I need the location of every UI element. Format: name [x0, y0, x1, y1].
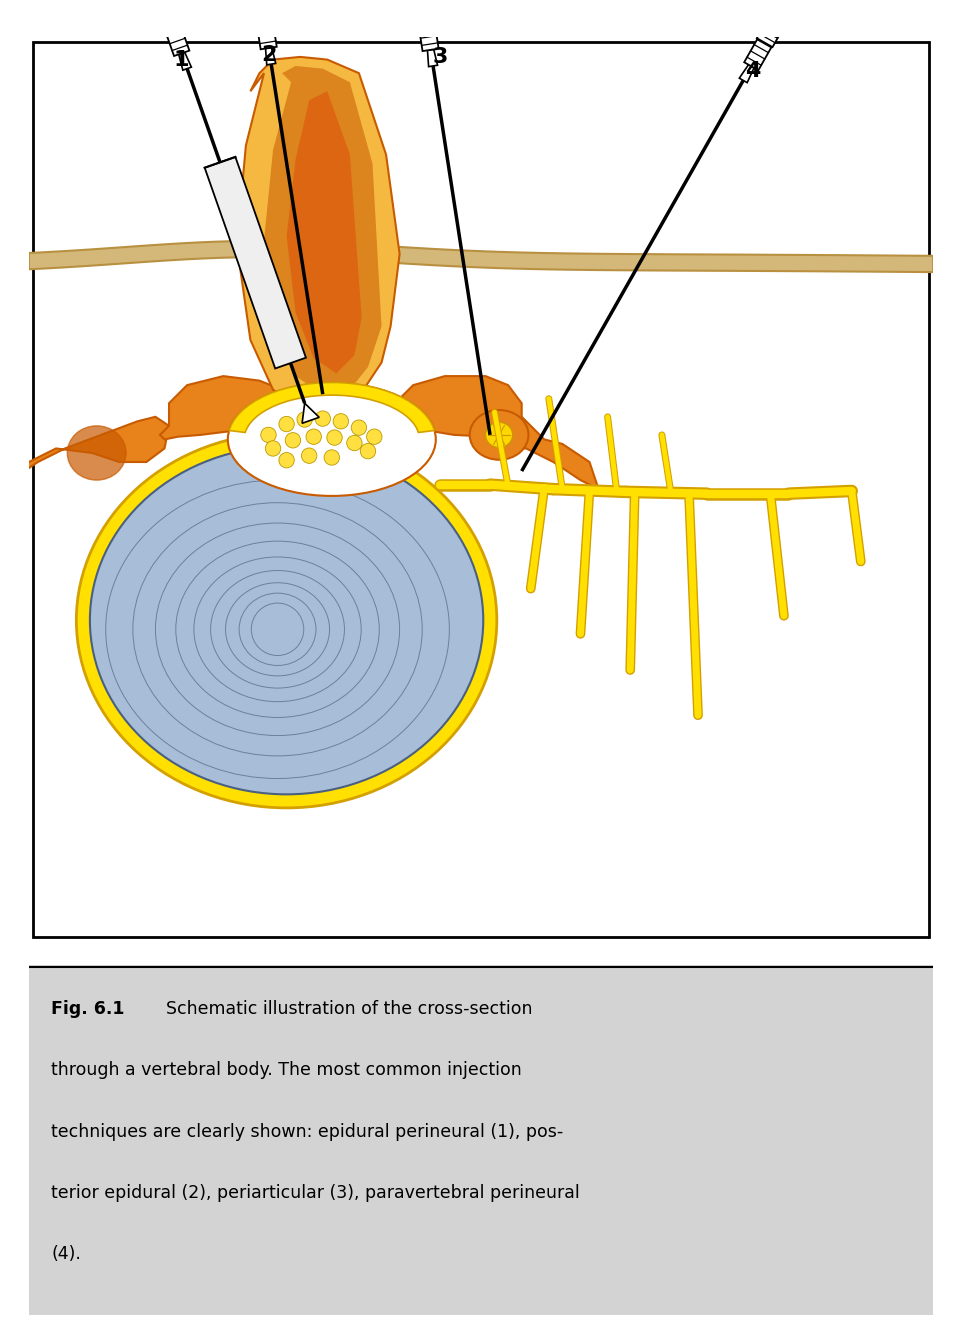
Circle shape — [279, 452, 294, 468]
Polygon shape — [756, 25, 778, 48]
Text: through a vertebral body. The most common injection: through a vertebral body. The most commo… — [52, 1062, 522, 1079]
Polygon shape — [256, 19, 277, 49]
Polygon shape — [427, 49, 437, 66]
Circle shape — [297, 412, 312, 427]
Circle shape — [333, 414, 348, 430]
Polygon shape — [164, 24, 189, 56]
Ellipse shape — [228, 383, 435, 496]
Circle shape — [279, 416, 294, 432]
Circle shape — [327, 430, 342, 446]
Text: 4: 4 — [744, 61, 759, 82]
Polygon shape — [253, 5, 273, 22]
Polygon shape — [11, 416, 169, 480]
Text: 2: 2 — [260, 45, 276, 65]
Ellipse shape — [485, 422, 512, 448]
Circle shape — [366, 430, 382, 444]
Circle shape — [301, 448, 316, 464]
Polygon shape — [265, 48, 276, 65]
Text: (4).: (4). — [52, 1245, 82, 1264]
Circle shape — [284, 432, 300, 448]
Polygon shape — [160, 11, 181, 30]
Polygon shape — [286, 91, 361, 373]
Polygon shape — [29, 241, 932, 272]
Circle shape — [360, 443, 375, 459]
Polygon shape — [418, 20, 438, 52]
Polygon shape — [160, 375, 286, 439]
Polygon shape — [302, 403, 319, 423]
Text: terior epidural (2), periarticular (3), paravertebral perineural: terior epidural (2), periarticular (3), … — [52, 1185, 579, 1202]
Circle shape — [315, 411, 330, 426]
Circle shape — [351, 420, 366, 435]
Text: Fig. 6.1: Fig. 6.1 — [52, 999, 125, 1018]
Circle shape — [265, 440, 281, 456]
Circle shape — [346, 435, 361, 451]
Circle shape — [306, 430, 321, 444]
Ellipse shape — [76, 432, 496, 808]
Text: 1: 1 — [173, 50, 188, 70]
Polygon shape — [229, 382, 434, 432]
Ellipse shape — [89, 447, 482, 795]
Circle shape — [260, 427, 276, 443]
Text: techniques are clearly shown: epidural perineural (1), pos-: techniques are clearly shown: epidural p… — [52, 1122, 563, 1141]
Polygon shape — [263, 66, 382, 394]
Polygon shape — [179, 53, 191, 70]
Text: Schematic illustration of the cross-section: Schematic illustration of the cross-sect… — [156, 999, 532, 1018]
Ellipse shape — [469, 410, 528, 460]
Polygon shape — [744, 37, 772, 70]
Text: 3: 3 — [432, 46, 448, 67]
Polygon shape — [517, 416, 598, 489]
Ellipse shape — [67, 426, 126, 480]
Polygon shape — [205, 157, 306, 369]
Polygon shape — [395, 375, 521, 436]
Polygon shape — [739, 65, 753, 83]
Circle shape — [324, 449, 339, 465]
Polygon shape — [236, 57, 399, 407]
Polygon shape — [415, 8, 435, 24]
